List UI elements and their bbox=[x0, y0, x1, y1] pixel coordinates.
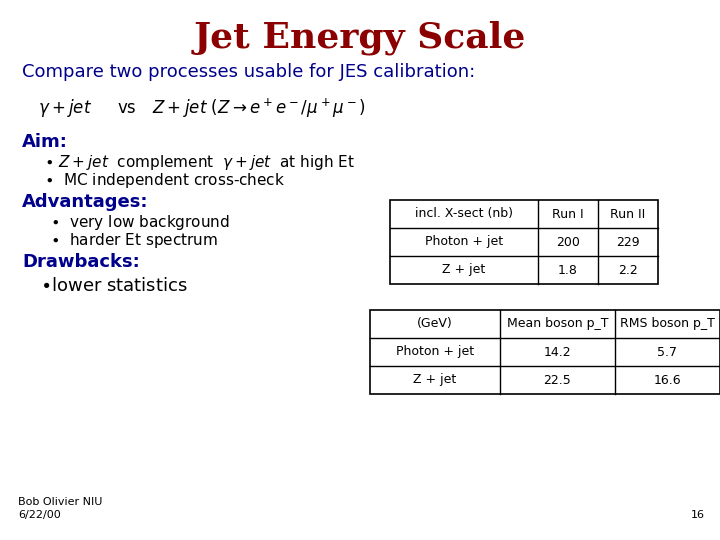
Text: 16: 16 bbox=[691, 510, 705, 520]
Text: Z + jet: Z + jet bbox=[413, 374, 456, 387]
Text: Run II: Run II bbox=[611, 207, 646, 220]
Text: $\bullet\ Z + jet$  complement  $\gamma + jet$  at high Et: $\bullet\ Z + jet$ complement $\gamma + … bbox=[44, 153, 355, 172]
Text: Photon + jet: Photon + jet bbox=[425, 235, 503, 248]
Text: 229: 229 bbox=[616, 235, 640, 248]
Bar bbox=[370, 310, 720, 394]
Text: (GeV): (GeV) bbox=[417, 318, 453, 330]
Text: Drawbacks:: Drawbacks: bbox=[22, 253, 140, 271]
Text: 2.2: 2.2 bbox=[618, 264, 638, 276]
Text: $\gamma + jet$: $\gamma + jet$ bbox=[38, 97, 92, 119]
Text: Bob Olivier NIU
6/22/00: Bob Olivier NIU 6/22/00 bbox=[18, 497, 102, 520]
Text: Jet Energy Scale: Jet Energy Scale bbox=[194, 21, 526, 55]
Text: $\bullet$lower statistics: $\bullet$lower statistics bbox=[40, 277, 187, 295]
Text: 22.5: 22.5 bbox=[544, 374, 572, 387]
Text: $Z + jet\ (Z \rightarrow e^+e^- / \mu^+\mu^-)$: $Z + jet\ (Z \rightarrow e^+e^- / \mu^+\… bbox=[152, 96, 366, 120]
Text: Compare two processes usable for JES calibration:: Compare two processes usable for JES cal… bbox=[22, 63, 475, 81]
Text: Aim:: Aim: bbox=[22, 133, 68, 151]
Text: $\bullet$  harder Et spectrum: $\bullet$ harder Et spectrum bbox=[50, 231, 218, 249]
Text: incl. X-sect (nb): incl. X-sect (nb) bbox=[415, 207, 513, 220]
Text: 16.6: 16.6 bbox=[654, 374, 681, 387]
Text: Advantages:: Advantages: bbox=[22, 193, 148, 211]
Text: $\bullet$  MC independent cross-check: $\bullet$ MC independent cross-check bbox=[44, 171, 285, 190]
Text: Photon + jet: Photon + jet bbox=[396, 346, 474, 359]
Text: 5.7: 5.7 bbox=[657, 346, 678, 359]
Text: Z + jet: Z + jet bbox=[442, 264, 485, 276]
Text: 1.8: 1.8 bbox=[558, 264, 578, 276]
Text: RMS boson p_T: RMS boson p_T bbox=[620, 318, 715, 330]
Text: 200: 200 bbox=[556, 235, 580, 248]
Bar bbox=[390, 200, 658, 284]
Text: Run I: Run I bbox=[552, 207, 584, 220]
Text: $\bullet$  very low background: $\bullet$ very low background bbox=[50, 213, 230, 232]
Text: vs: vs bbox=[118, 99, 137, 117]
Text: 14.2: 14.2 bbox=[544, 346, 571, 359]
Text: Mean boson p_T: Mean boson p_T bbox=[507, 318, 608, 330]
